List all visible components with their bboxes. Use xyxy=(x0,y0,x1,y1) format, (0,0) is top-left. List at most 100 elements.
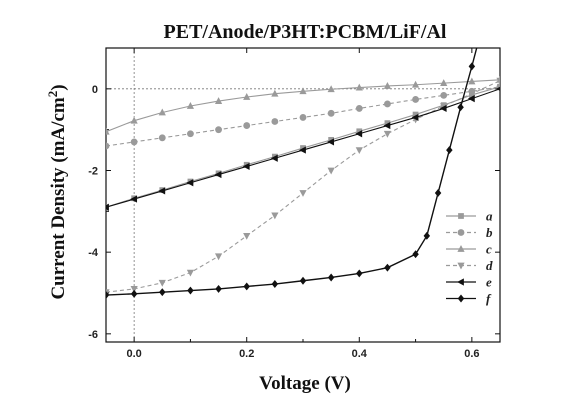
series-c xyxy=(106,75,500,135)
data-point-f xyxy=(356,269,363,278)
data-point-f xyxy=(457,103,464,112)
legend-label: d xyxy=(486,258,493,273)
data-point-d xyxy=(271,212,279,220)
data-point-e xyxy=(242,162,250,171)
data-point-f xyxy=(187,286,194,295)
y-tick-label: -2 xyxy=(88,166,98,178)
data-point-b xyxy=(106,142,110,150)
data-point-e xyxy=(467,95,475,103)
data-point-c xyxy=(130,116,138,124)
data-point-e xyxy=(383,121,391,130)
legend-label: c xyxy=(486,242,492,257)
x-tick-label: 0.4 xyxy=(352,348,368,360)
data-point-a xyxy=(384,120,391,127)
data-point-a xyxy=(356,128,363,135)
y-axis-label-superscript: 2 xyxy=(45,91,60,98)
data-point-c xyxy=(327,85,335,93)
data-point-b xyxy=(243,122,251,130)
legend-label: b xyxy=(486,225,493,240)
data-point-f xyxy=(130,289,138,298)
data-point-b xyxy=(158,134,166,142)
data-point-d xyxy=(106,289,110,297)
legend-item-a: a xyxy=(446,209,493,224)
legend-label: e xyxy=(486,275,492,290)
data-point-b xyxy=(130,138,138,146)
data-point-f xyxy=(106,291,110,300)
legend-marker xyxy=(457,262,465,270)
data-point-e xyxy=(411,113,419,122)
data-point-b xyxy=(355,105,363,112)
data-point-e xyxy=(299,146,306,154)
data-point-d xyxy=(130,286,138,293)
data-point-e xyxy=(270,154,278,162)
data-point-b xyxy=(299,113,307,121)
data-point-b xyxy=(187,130,194,138)
y-tick-label: 0 xyxy=(92,84,98,96)
data-point-c xyxy=(186,102,195,109)
data-point-c xyxy=(214,97,223,104)
y-tick-label: -4 xyxy=(88,247,99,259)
data-point-f xyxy=(215,284,222,293)
data-point-f xyxy=(299,276,307,285)
y-axis-label-main: Current Density (mA/cm xyxy=(48,97,69,299)
x-tick-label: 0.2 xyxy=(239,348,254,360)
legend-marker xyxy=(457,245,465,252)
data-point-a xyxy=(412,111,419,118)
x-tick-label: 0.6 xyxy=(464,348,479,360)
data-point-d xyxy=(383,130,392,138)
data-point-c xyxy=(383,82,392,89)
data-point-c xyxy=(299,87,307,95)
series-e xyxy=(106,86,500,211)
series-b xyxy=(106,83,500,150)
data-point-d xyxy=(299,190,307,197)
data-point-e xyxy=(496,86,500,91)
data-point-c xyxy=(411,80,420,88)
data-point-b xyxy=(215,126,222,134)
x-axis-label: Voltage (V) xyxy=(259,373,351,394)
data-point-d xyxy=(468,90,476,98)
data-point-e xyxy=(355,130,363,138)
data-point-c xyxy=(440,79,448,86)
y-axis-label-tail: ) xyxy=(48,84,69,90)
legend-item-c: c xyxy=(446,242,492,257)
legend-label: a xyxy=(486,209,493,224)
data-point-f xyxy=(434,188,442,197)
data-point-d xyxy=(355,147,363,155)
data-point-f xyxy=(159,288,166,297)
data-point-b xyxy=(440,91,448,99)
data-point-f xyxy=(423,231,431,240)
x-tick-label: 0.0 xyxy=(126,348,141,360)
data-point-e xyxy=(439,104,447,113)
data-point-c xyxy=(243,93,251,100)
data-point-c xyxy=(468,77,476,85)
data-point-d xyxy=(327,167,335,175)
data-point-d xyxy=(158,279,166,287)
legend-item-e: e xyxy=(446,275,492,290)
data-point-b xyxy=(271,118,279,125)
data-point-c xyxy=(355,83,363,91)
data-point-d xyxy=(243,232,251,240)
data-point-c xyxy=(106,127,110,135)
data-point-e xyxy=(327,138,335,146)
legend-marker xyxy=(458,213,464,219)
data-point-f xyxy=(412,250,419,259)
series-group xyxy=(106,20,500,300)
data-point-e xyxy=(158,187,166,195)
plot-area xyxy=(105,20,501,343)
data-point-c xyxy=(271,89,279,97)
series-d xyxy=(106,77,500,297)
data-point-f xyxy=(480,20,486,28)
legend-marker xyxy=(457,294,465,303)
chart-title: PET/Anode/P3HT:PCBM/LiF/Al xyxy=(164,21,447,43)
data-point-c xyxy=(158,108,166,116)
data-point-e xyxy=(186,179,194,187)
data-point-d xyxy=(496,77,500,85)
data-point-b xyxy=(384,100,391,108)
data-point-b xyxy=(412,96,419,103)
data-point-b xyxy=(327,109,335,117)
data-point-f xyxy=(384,263,391,272)
data-point-e xyxy=(130,195,138,203)
data-point-f xyxy=(243,282,250,291)
data-point-f xyxy=(468,62,476,71)
